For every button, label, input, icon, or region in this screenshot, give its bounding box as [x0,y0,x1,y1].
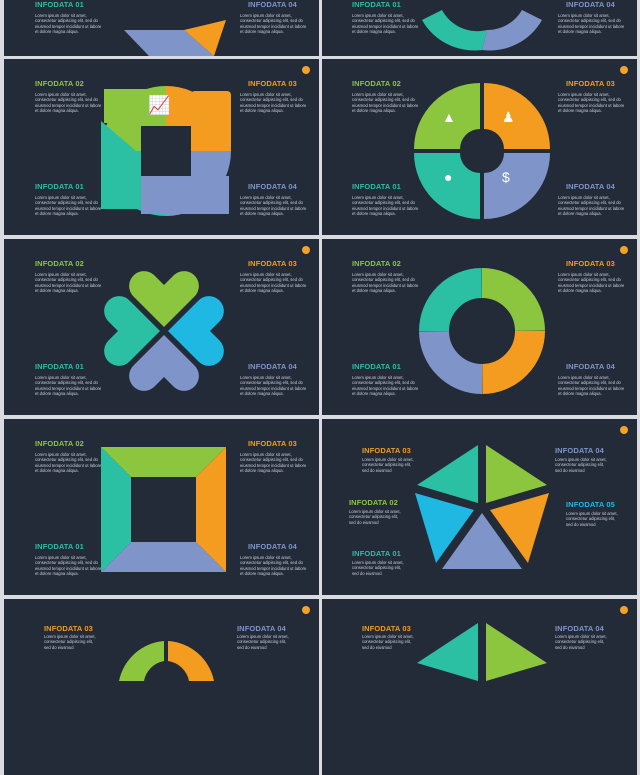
growth-chart-icon: ▲ [442,109,456,125]
desc-03: Lorem ipsum dolor sit amet, consectetur … [362,457,414,473]
label-infodata-01: INFODATA 01 [352,0,401,9]
label-infodata-03: INFODATA 03 [248,79,297,88]
label-infodata-03: INFODATA 03 [248,259,297,268]
desc-05: Lorem ipsum dolor sit amet, consectetur … [566,511,618,527]
label-infodata-04: INFODATA 04 [566,0,615,9]
pentagon-diagram [415,445,549,569]
slide-marker-dot [620,606,628,614]
spiral-circle-diagram: 📈 [100,86,231,216]
desc-03: Lorem ipsum dolor sit amet, consectetur … [362,634,414,650]
desc-04: Lorem ipsum dolor sit amet, consectetur … [240,195,307,217]
slide-marker-dot [620,426,628,434]
slide-1[interactable]: INFODATA 01 INFODATA 04 Lorem ipsum dolo… [4,0,319,56]
desc-02: Lorem ipsum dolor sit amet, consectetur … [35,452,102,474]
slide-marker-dot [302,246,310,254]
slide-9[interactable]: INFODATA 03 INFODATA 04 Lorem ipsum dolo… [4,599,319,775]
label-infodata-01: INFODATA 01 [352,182,401,191]
label-infodata-02: INFODATA 02 [35,439,84,448]
label-infodata-01: INFODATA 01 [35,542,84,551]
slide-2[interactable]: INFODATA 01 INFODATA 04 Lorem ipsum dolo… [322,0,637,56]
diamond-diagram [124,20,226,56]
desc-04: Lorem ipsum dolor sit amet, consectetur … [240,555,307,577]
svg-text:📈: 📈 [148,94,170,116]
label-infodata-04: INFODATA 04 [566,362,615,371]
slide-4[interactable]: INFODATA 02 INFODATA 03 Lorem ipsum dolo… [322,59,637,235]
donut-quarters-diagram [414,83,550,219]
label-infodata-04: INFODATA 04 [248,542,297,551]
desc-04: Lorem ipsum dolor sit amet, consectetur … [555,457,607,473]
label-infodata-04: INFODATA 04 [237,624,286,633]
label-infodata-04: INFODATA 04 [248,362,297,371]
money-hand-icon: $ [502,169,510,185]
desc-04: Lorem ipsum dolor sit amet, consectetur … [555,634,607,650]
desc-04: Lorem ipsum dolor sit amet, consectetur … [240,375,307,397]
slide-6[interactable]: INFODATA 02 INFODATA 03 Lorem ipsum dolo… [322,239,637,415]
label-infodata-03: INFODATA 03 [566,79,615,88]
desc-03: Lorem ipsum dolor sit amet, consectetur … [240,92,307,114]
slide-marker-dot [620,246,628,254]
slide-8[interactable]: INFODATA 03 Lorem ipsum dolor sit amet, … [322,419,637,595]
label-infodata-04: INFODATA 04 [555,446,604,455]
label-infodata-02: INFODATA 02 [352,259,401,268]
desc-04: Lorem ipsum dolor sit amet, consectetur … [558,13,625,35]
desc-03: Lorem ipsum dolor sit amet, consectetur … [558,272,625,294]
slide-3[interactable]: INFODATA 02 INFODATA 03 Lorem ipsum dolo… [4,59,319,235]
desc-04: Lorem ipsum dolor sit amet, consectetur … [240,13,307,35]
desc-02: Lorem ipsum dolor sit amet, consectetur … [35,272,102,294]
partial-circle-diagram [119,641,214,681]
desc-02: Lorem ipsum dolor sit amet, consectetur … [352,92,419,114]
label-infodata-03: INFODATA 03 [362,446,411,455]
desc-01: Lorem ipsum dolor sit amet, consectetur … [35,195,102,217]
desc-04: Lorem ipsum dolor sit amet, consectetur … [558,195,625,217]
slide-marker-dot [620,66,628,74]
desc-03: Lorem ipsum dolor sit amet, consectetur … [240,272,307,294]
label-infodata-04: INFODATA 04 [248,182,297,191]
label-infodata-02: INFODATA 02 [35,259,84,268]
label-infodata-01: INFODATA 01 [35,0,84,9]
slide-marker-dot [302,66,310,74]
label-infodata-02: INFODATA 02 [35,79,84,88]
desc-02: Lorem ipsum dolor sit amet, consectetur … [349,509,401,525]
desc-01: Lorem ipsum dolor sit amet, consectetur … [352,13,419,35]
desc-03: Lorem ipsum dolor sit amet, consectetur … [240,452,307,474]
label-infodata-02: INFODATA 02 [349,498,398,507]
desc-01: Lorem ipsum dolor sit amet, consectetur … [352,560,404,576]
label-infodata-03: INFODATA 03 [362,624,411,633]
label-infodata-03: INFODATA 03 [44,624,93,633]
label-infodata-01: INFODATA 01 [352,549,401,558]
label-infodata-01: INFODATA 01 [35,362,84,371]
slide-7[interactable]: INFODATA 02 INFODATA 03 Lorem ipsum dolo… [4,419,319,595]
desc-01: Lorem ipsum dolor sit amet, consectetur … [352,375,419,397]
slide-10[interactable]: INFODATA 03 INFODATA 04 Lorem ipsum dolo… [322,599,637,775]
desc-02: Lorem ipsum dolor sit amet, consectetur … [35,92,102,114]
square-frame-diagram [101,447,226,572]
label-infodata-03: INFODATA 03 [248,439,297,448]
four-hearts-clover-diagram [104,271,224,391]
desc-03: Lorem ipsum dolor sit amet, consectetur … [44,634,96,650]
label-infodata-04: INFODATA 04 [248,0,297,9]
label-infodata-02: INFODATA 02 [352,79,401,88]
label-infodata-04: INFODATA 04 [566,182,615,191]
lightbulb-icon: ● [444,169,453,185]
label-infodata-01: INFODATA 01 [35,182,84,191]
label-infodata-01: INFODATA 01 [352,362,401,371]
desc-01: Lorem ipsum dolor sit amet, consectetur … [35,13,102,35]
desc-01: Lorem ipsum dolor sit amet, consectetur … [35,555,102,577]
desc-04: Lorem ipsum dolor sit amet, consectetur … [237,634,289,650]
label-infodata-05: INFODATA 05 [566,500,615,509]
desc-02: Lorem ipsum dolor sit amet, consectetur … [352,272,419,294]
label-infodata-03: INFODATA 03 [566,259,615,268]
circle-diagram [422,10,542,51]
partial-pentagon-diagram [417,623,547,681]
desc-01: Lorem ipsum dolor sit amet, consectetur … [352,195,419,217]
team-icon: ♟ [502,109,515,125]
slide-5[interactable]: INFODATA 02 INFODATA 03 Lorem ipsum dolo… [4,239,319,415]
desc-04: Lorem ipsum dolor sit amet, consectetur … [558,375,625,397]
desc-03: Lorem ipsum dolor sit amet, consectetur … [558,92,625,114]
slide-marker-dot [302,606,310,614]
desc-01: Lorem ipsum dolor sit amet, consectetur … [35,375,102,397]
swirl-ring-diagram [419,268,545,394]
label-infodata-04: INFODATA 04 [555,624,604,633]
